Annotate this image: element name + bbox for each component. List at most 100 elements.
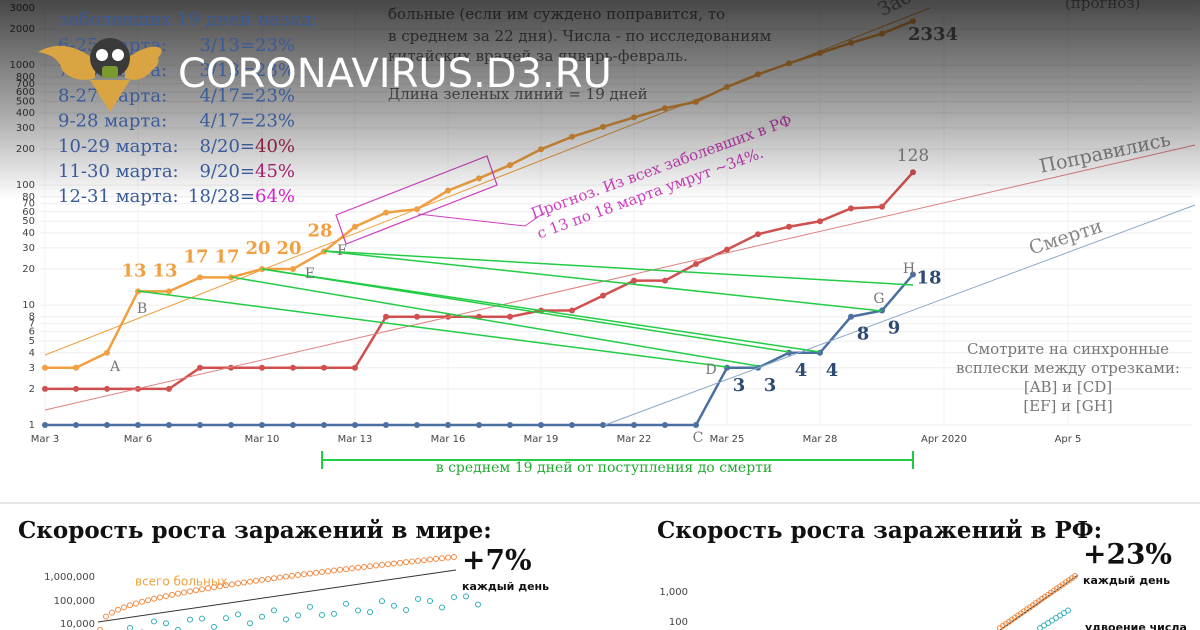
mini-point	[187, 588, 193, 595]
mini-point	[331, 567, 337, 574]
mini-point	[451, 554, 457, 560]
point	[755, 231, 761, 238]
point	[724, 246, 730, 253]
data-label: 28	[307, 220, 332, 241]
point	[290, 364, 296, 371]
mini-point	[199, 615, 205, 622]
mini-point	[385, 561, 391, 568]
mini-point	[229, 581, 235, 588]
hint: [AB] и [CD]	[1024, 378, 1112, 396]
panel-ratio: 3/13=	[199, 60, 255, 81]
mini-point	[193, 587, 199, 594]
data-label: 20	[245, 238, 270, 259]
point	[817, 218, 823, 225]
panel-pct: 23%	[255, 35, 295, 56]
mini-point	[415, 595, 421, 602]
point-label: H	[903, 261, 915, 277]
panel-pct: 23%	[255, 85, 295, 106]
mini-point	[403, 607, 409, 614]
point	[166, 385, 172, 392]
y-tick-label: 7	[29, 319, 35, 330]
point	[73, 364, 79, 371]
point-label: C	[693, 430, 704, 446]
panel-ratio: 8/20=	[199, 136, 255, 157]
panel-ratio: 4/17=	[199, 111, 255, 132]
mini-point	[247, 578, 253, 585]
growth-note: каждый день	[462, 580, 549, 593]
mini-point	[445, 554, 451, 561]
point	[848, 205, 854, 212]
mini-point	[241, 579, 247, 586]
extra-note: удвоение числа	[1085, 621, 1187, 630]
mini-point	[433, 555, 439, 562]
mini-point	[271, 607, 277, 614]
point-label: A	[109, 359, 121, 375]
mini-point	[223, 582, 229, 589]
mini-point	[109, 609, 115, 616]
y-tick-label: 1,000,000	[44, 572, 95, 583]
data-label: 8	[857, 324, 870, 345]
point	[600, 422, 606, 428]
x-tick-label: Mar 3	[31, 434, 59, 445]
point	[42, 422, 48, 428]
mini-point	[427, 556, 433, 563]
header-shade	[0, 0, 1200, 200]
hint: Смотрите на синхронные	[967, 340, 1169, 358]
x-tick-label: Mar 16	[431, 434, 466, 445]
mini-point	[253, 577, 259, 584]
panel-pct: 23%	[255, 60, 295, 81]
mini-point	[115, 606, 121, 613]
mini-point	[379, 561, 385, 568]
point-label: D	[705, 362, 716, 378]
point	[569, 307, 575, 314]
data-label: 17	[214, 246, 239, 267]
panel-heading: заболевших 19 дней назад:	[58, 9, 318, 30]
point	[197, 364, 203, 371]
point	[879, 203, 885, 210]
point	[383, 422, 389, 428]
point	[290, 265, 296, 272]
mini-point	[331, 610, 337, 617]
data-label: 13	[152, 260, 177, 281]
point	[383, 209, 389, 216]
mini-point	[103, 613, 109, 620]
point	[290, 422, 296, 428]
data-label: 18	[916, 267, 941, 288]
mini-point	[415, 557, 421, 564]
point	[321, 364, 327, 371]
point	[414, 313, 420, 320]
mini-point	[199, 586, 205, 593]
point	[693, 422, 699, 428]
mini-point	[463, 593, 469, 600]
point	[321, 422, 327, 428]
mini-point	[1065, 607, 1071, 614]
growth-note: каждый день	[1083, 574, 1170, 587]
y-tick-label: 5	[29, 336, 35, 347]
point-label: F	[337, 243, 347, 259]
x-tick-label: Mar 13	[338, 434, 373, 445]
point	[693, 261, 699, 268]
point	[104, 349, 110, 356]
point	[352, 223, 358, 230]
point	[73, 385, 79, 392]
data-label: 20	[276, 238, 301, 259]
mini-point	[163, 593, 169, 600]
x-tick-label: Mar 22	[617, 434, 652, 445]
y-tick-label: 60	[22, 207, 35, 218]
point	[197, 422, 203, 428]
logo	[38, 38, 162, 112]
point	[42, 385, 48, 392]
y-tick-label: 50	[22, 216, 35, 227]
mini-point	[361, 563, 367, 570]
y-tick-label: 100,000	[54, 596, 95, 607]
mini-point	[319, 612, 325, 619]
point	[104, 385, 110, 392]
point	[507, 313, 513, 320]
point	[786, 223, 792, 230]
point	[383, 313, 389, 320]
panel-ratio: 4/17=	[199, 85, 255, 106]
mini-point	[373, 562, 379, 569]
mini-point	[235, 580, 241, 587]
point	[507, 422, 513, 428]
mini-point	[337, 566, 343, 573]
